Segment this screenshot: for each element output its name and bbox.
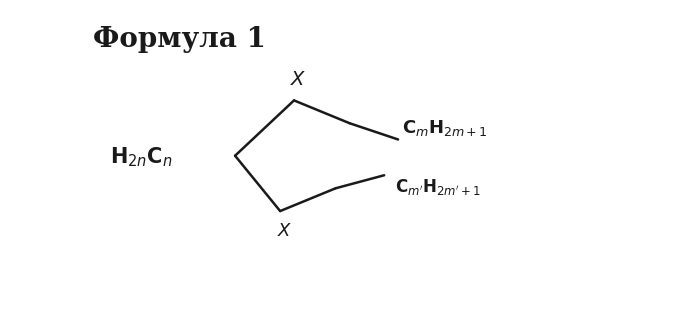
Text: H$_{2n}$C$_n$: H$_{2n}$C$_n$ xyxy=(110,146,173,169)
Text: Формула 1: Формула 1 xyxy=(93,25,266,53)
Text: X: X xyxy=(278,222,290,240)
Text: C$_{m'}$H$_{2m'+1}$: C$_{m'}$H$_{2m'+1}$ xyxy=(394,177,481,197)
Text: X: X xyxy=(291,70,304,89)
Text: C$_m$H$_{2m+1}$: C$_m$H$_{2m+1}$ xyxy=(401,118,487,138)
